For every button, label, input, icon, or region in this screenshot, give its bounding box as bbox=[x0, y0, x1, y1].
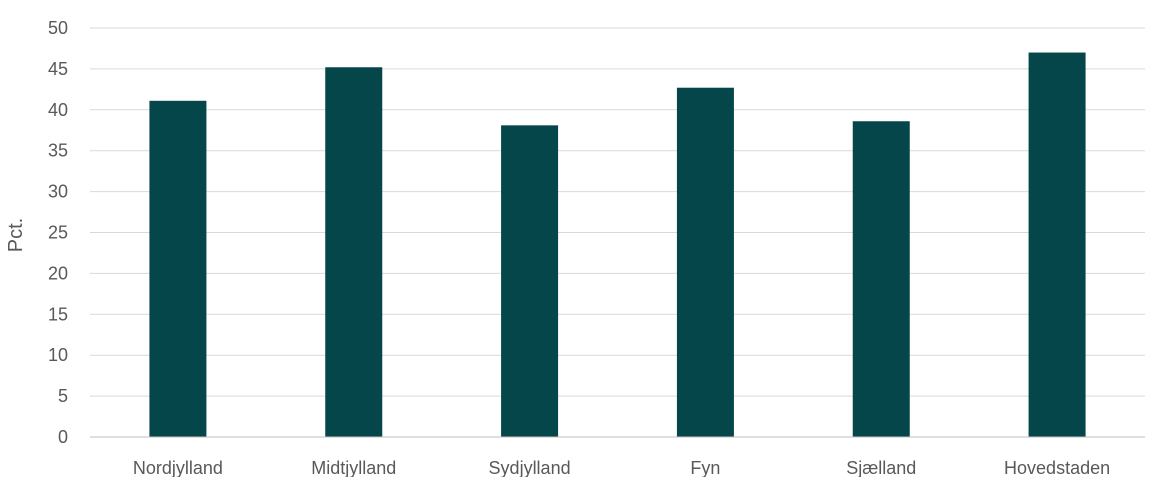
bar-hovedstaden bbox=[1028, 52, 1086, 437]
x-category-label: Sjælland bbox=[846, 458, 916, 477]
gridlines bbox=[90, 27, 1145, 397]
bar-sjælland bbox=[852, 121, 910, 437]
bar-fyn bbox=[676, 87, 734, 438]
y-tick-label: 20 bbox=[48, 263, 68, 283]
x-category-label: Sydjylland bbox=[489, 458, 571, 477]
x-category-label: Fyn bbox=[690, 458, 720, 477]
y-tick-label: 35 bbox=[48, 141, 68, 161]
y-tick-label: 15 bbox=[48, 304, 68, 324]
bar-midtjylland bbox=[325, 67, 383, 437]
labels: 0 5 10 15 20 25 30 35 40 45 50 Nordjylland Midtjylla… bbox=[48, 18, 1110, 478]
y-tick-label: 10 bbox=[48, 345, 68, 365]
y-axis-title: Pct. bbox=[5, 218, 27, 252]
y-tick-label: 5 bbox=[58, 386, 68, 406]
x-category-label: Midtjylland bbox=[311, 458, 396, 477]
y-tick-label: 40 bbox=[48, 100, 68, 120]
bar-sydjylland bbox=[501, 125, 559, 437]
y-tick-label: 0 bbox=[58, 427, 68, 447]
y-tick-label: 30 bbox=[48, 182, 68, 202]
y-tick-label: 25 bbox=[48, 223, 68, 243]
x-category-label: Nordjylland bbox=[133, 458, 223, 477]
bar-nordjylland bbox=[149, 100, 207, 437]
y-tick-label: 45 bbox=[48, 59, 68, 79]
y-tick-label: 50 bbox=[48, 18, 68, 38]
x-category-label: Hovedstaden bbox=[1004, 458, 1110, 477]
bars bbox=[149, 52, 1086, 438]
